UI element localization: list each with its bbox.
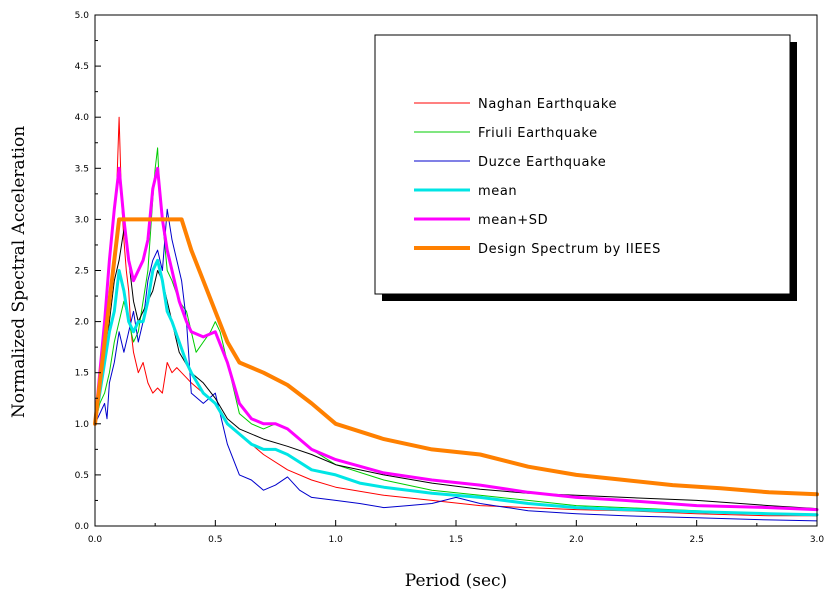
y-axis-title: Normalized Spectral Acceleration (9, 126, 29, 418)
y-tick-label: 3.5 (75, 164, 89, 174)
legend-label: Friuli Earthquake (478, 126, 598, 141)
x-tick-label: 2.5 (690, 535, 704, 545)
y-tick-label: 2.0 (75, 318, 90, 328)
y-tick-label: 4.0 (75, 113, 90, 123)
x-tick-label: 0.0 (88, 535, 103, 545)
x-tick-label: 1.5 (449, 535, 463, 545)
y-tick-label: 1.5 (75, 369, 89, 379)
y-tick-label: 0.5 (75, 471, 89, 481)
y-tick-label: 0.0 (75, 522, 90, 532)
x-tick-label: 2.0 (569, 535, 584, 545)
legend-label: Duzce Earthquake (478, 155, 606, 170)
x-tick-label: 0.5 (208, 535, 222, 545)
legend-label: Naghan Earthquake (478, 97, 617, 112)
legend-label: mean (478, 184, 517, 199)
y-tick-label: 4.5 (75, 62, 89, 72)
y-tick-label: 5.0 (75, 11, 90, 21)
y-tick-label: 3.0 (75, 215, 90, 225)
y-tick-label: 2.5 (75, 267, 89, 277)
y-tick-label: 1.0 (75, 420, 90, 430)
x-axis-title: Period (sec) (405, 571, 507, 591)
legend-label: Design Spectrum by IIEES (478, 242, 661, 257)
x-tick-label: 3.0 (810, 535, 825, 545)
legend: Naghan Earthquake Friuli Earthquake Duzce … (375, 35, 797, 301)
x-tick-label: 1.0 (329, 535, 344, 545)
legend-label: mean+SD (478, 213, 548, 228)
